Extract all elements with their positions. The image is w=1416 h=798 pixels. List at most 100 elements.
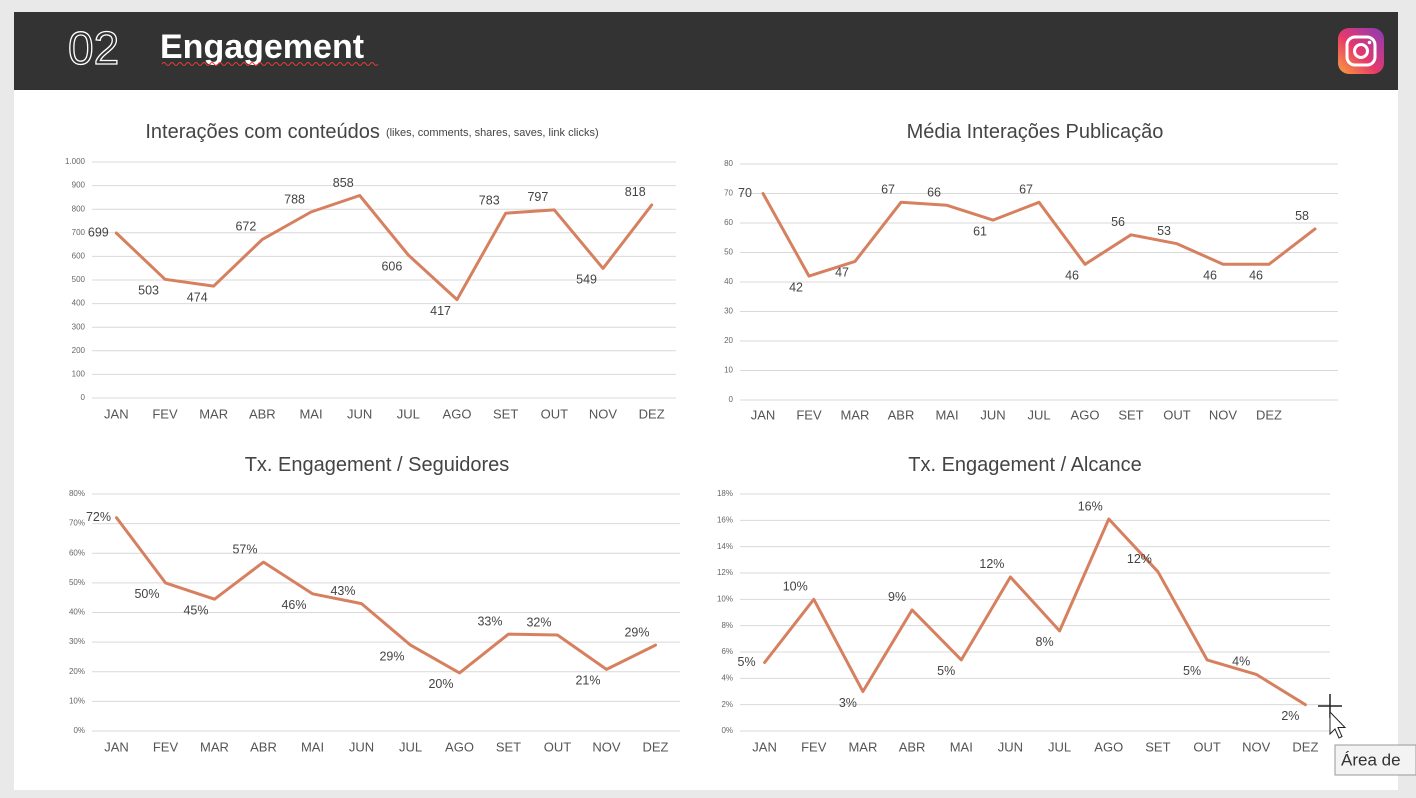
- y-tick-label: 80%: [69, 489, 85, 498]
- data-line: [115, 516, 657, 675]
- data-label: 2%: [1281, 709, 1299, 723]
- x-tick-label: DEZ: [1256, 407, 1282, 422]
- data-line: [763, 517, 1307, 707]
- data-label: 858: [333, 176, 354, 190]
- data-label: 818: [625, 185, 646, 199]
- y-tick-label: 900: [72, 181, 86, 190]
- data-label: 53: [1157, 224, 1171, 238]
- y-tick-label: 2%: [721, 700, 733, 709]
- data-label: 58: [1295, 209, 1309, 223]
- y-tick-label: 70%: [69, 519, 85, 528]
- y-tick-label: 10: [724, 366, 733, 375]
- data-line: [114, 194, 654, 302]
- y-tick-label: 60: [724, 218, 733, 227]
- x-tick-label: JUN: [347, 406, 372, 421]
- tooltip-text: Área de: [1341, 750, 1401, 769]
- chart-title: Tx. Engagement / Seguidores: [245, 454, 510, 476]
- x-tick-label: ABR: [249, 406, 276, 421]
- data-line: [761, 192, 1317, 278]
- data-label: 20%: [428, 677, 453, 691]
- x-tick-label: MAR: [848, 739, 877, 754]
- x-tick-label: FEV: [796, 407, 822, 422]
- data-label: 72%: [86, 510, 111, 524]
- data-label: 43%: [330, 584, 355, 598]
- x-tick-label: FEV: [801, 739, 827, 754]
- x-tick-label: MAI: [950, 739, 973, 754]
- x-tick-label: MAR: [200, 739, 229, 754]
- data-label: 10%: [783, 580, 808, 594]
- x-tick-label: NOV: [1209, 407, 1238, 422]
- y-tick-label: 50%: [69, 578, 85, 587]
- y-tick-label: 300: [72, 322, 86, 331]
- x-tick-label: NOV: [589, 406, 618, 421]
- data-label: 46: [1203, 269, 1217, 283]
- y-tick-label: 18%: [717, 489, 733, 498]
- x-tick-label: JAN: [104, 406, 129, 421]
- y-tick-label: 400: [72, 299, 86, 308]
- x-tick-label: OUT: [541, 406, 569, 421]
- x-tick-label: AGO: [1094, 739, 1123, 754]
- data-label: 4%: [1232, 655, 1250, 669]
- x-tick-label: MAI: [935, 407, 958, 422]
- data-label: 61: [973, 224, 987, 238]
- x-tick-label: MAI: [299, 406, 322, 421]
- y-tick-label: 0%: [721, 726, 733, 735]
- y-tick-label: 20: [724, 336, 733, 345]
- y-tick-label: 0%: [73, 726, 85, 735]
- y-tick-label: 10%: [69, 696, 85, 705]
- data-label: 12%: [1127, 552, 1152, 566]
- x-tick-label: ABR: [888, 407, 915, 422]
- chart-title-text: Média Interações Publicação: [907, 121, 1164, 143]
- x-tick-label: JUN: [980, 407, 1005, 422]
- x-tick-label: OUT: [1163, 407, 1191, 422]
- x-tick-label: DEZ: [643, 739, 669, 754]
- data-label: 67: [881, 183, 895, 197]
- x-tick-label: ABR: [250, 739, 277, 754]
- slide: [14, 12, 1398, 790]
- chart-title: Interações com conteúdos (likes, comments…: [145, 121, 598, 143]
- y-tick-label: 0: [81, 393, 86, 402]
- data-label: 33%: [477, 614, 502, 628]
- instagram-icon: [1338, 28, 1384, 74]
- y-tick-label: 200: [72, 346, 86, 355]
- chart-title: Média Interações Publicação: [907, 121, 1164, 143]
- y-tick-label: 12%: [717, 568, 733, 577]
- x-tick-label: SET: [1118, 407, 1143, 422]
- chart-title-text: Tx. Engagement / Seguidores: [245, 454, 510, 476]
- chart-title-text: Interações com conteúdos: [145, 121, 380, 143]
- x-tick-label: SET: [493, 406, 518, 421]
- y-tick-label: 20%: [69, 667, 85, 676]
- x-tick-label: FEV: [153, 739, 179, 754]
- chart-title: Tx. Engagement / Alcance: [908, 454, 1141, 476]
- data-label: 5%: [1183, 664, 1201, 678]
- x-tick-label: JUL: [397, 406, 420, 421]
- x-tick-label: JUN: [349, 739, 374, 754]
- y-tick-label: 8%: [721, 621, 733, 630]
- x-tick-label: JUL: [1048, 739, 1071, 754]
- x-tick-label: AGO: [443, 406, 472, 421]
- data-label: 29%: [624, 625, 649, 639]
- x-tick-label: AGO: [445, 739, 474, 754]
- data-label: 672: [235, 220, 256, 234]
- x-tick-label: FEV: [152, 406, 178, 421]
- y-tick-label: 30%: [69, 637, 85, 646]
- data-label: 5%: [738, 655, 756, 669]
- data-label: 797: [527, 190, 548, 204]
- x-tick-label: OUT: [544, 739, 572, 754]
- data-label: 67: [1019, 183, 1033, 197]
- data-label: 42: [789, 280, 803, 294]
- y-tick-label: 600: [72, 252, 86, 261]
- data-label: 47: [835, 266, 849, 280]
- data-label: 417: [430, 304, 451, 318]
- x-tick-label: MAR: [199, 406, 228, 421]
- y-tick-label: 0: [729, 395, 734, 404]
- y-tick-label: 6%: [721, 647, 733, 656]
- tooltip-box: [1334, 744, 1416, 776]
- x-tick-label: JUL: [399, 739, 422, 754]
- y-tick-label: 14%: [717, 542, 733, 551]
- y-tick-label: 50: [724, 248, 733, 257]
- x-tick-label: JAN: [752, 739, 777, 754]
- x-tick-label: NOV: [1242, 739, 1271, 754]
- data-label: 29%: [379, 649, 404, 663]
